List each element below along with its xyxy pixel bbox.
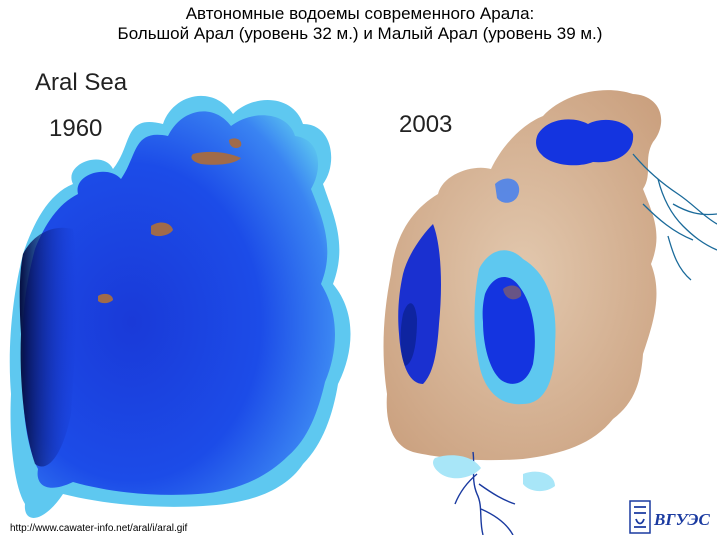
island-small-1960 [98, 293, 113, 304]
delta-lakes-2003 [433, 455, 555, 492]
logo-emblem-icon [629, 500, 651, 534]
year-label-2003: 2003 [399, 111, 452, 138]
source-url: http://www.cawater-info.net/aral/i/aral.… [8, 523, 190, 534]
aral-2003-panel: 2003 [383, 90, 717, 535]
deep-trough-1960 [19, 227, 77, 467]
island-kokaral-1960 [191, 151, 241, 165]
island-barsakelmes-1960 [151, 222, 173, 237]
small-aral-2003 [536, 119, 634, 166]
open-water-1960 [22, 111, 335, 495]
small-aral-shallows-2003 [495, 178, 520, 203]
map-image: Aral Sea 1960 [9, 69, 717, 535]
island-north-1960 [229, 138, 242, 148]
delta-land-2003 [503, 285, 522, 300]
year-label-1960: 1960 [49, 115, 102, 142]
aral-sea-comparison-map: Aral Sea 1960 [3, 54, 717, 535]
logo-wordmark: ВГУЭС [653, 510, 711, 529]
large-aral-east-open-2003 [482, 276, 535, 384]
slide-title-line-2: Большой Арал (уровень 32 м.) и Малый Ара… [117, 24, 603, 43]
map-heading: Aral Sea [35, 69, 128, 96]
syr-darya-river [632, 153, 717, 281]
slide-title-line-1: Автономные водоемы современного Арала: [185, 4, 535, 23]
large-aral-west-deep-2003 [400, 303, 417, 366]
university-logo: ВГУЭС [629, 500, 711, 534]
aral-1960-panel: Aral Sea 1960 [9, 69, 351, 518]
